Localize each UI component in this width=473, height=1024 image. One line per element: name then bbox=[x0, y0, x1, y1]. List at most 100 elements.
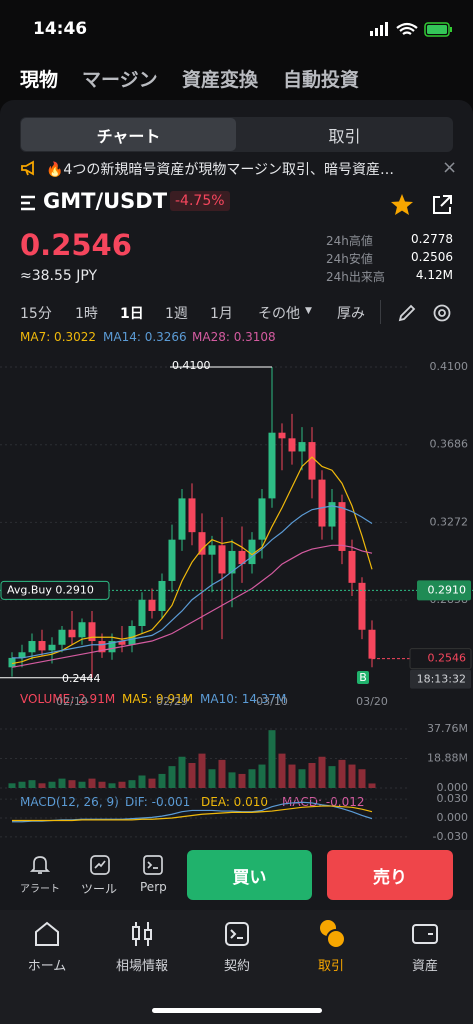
x-tick-label: 03/20 bbox=[356, 695, 388, 708]
action-label[interactable]: ツール bbox=[81, 882, 118, 896]
volume-bar bbox=[118, 781, 126, 788]
candle-body bbox=[298, 442, 306, 452]
volume-bar bbox=[48, 781, 56, 788]
x-tick-label: 02/29 bbox=[156, 695, 188, 708]
candle-body bbox=[198, 532, 206, 555]
candle-body bbox=[8, 657, 16, 668]
nav-label[interactable]: 相場情報 bbox=[115, 959, 168, 974]
sell-button[interactable]: 売り bbox=[327, 850, 453, 900]
last-price-box bbox=[409, 648, 472, 670]
candle-body bbox=[188, 498, 196, 533]
contract-icon[interactable] bbox=[223, 920, 251, 948]
bell-icon[interactable] bbox=[30, 854, 50, 876]
candle-body bbox=[28, 641, 36, 653]
pair-symbol[interactable]: GMT/USDT bbox=[43, 189, 168, 213]
wallet-icon[interactable] bbox=[411, 920, 439, 948]
action-label[interactable]: Perp bbox=[140, 880, 167, 894]
volume-bar bbox=[298, 769, 306, 788]
buy-button[interactable]: 買い bbox=[187, 850, 312, 900]
interval[interactable]: 1日 bbox=[120, 306, 144, 322]
candle-body bbox=[308, 442, 316, 480]
close-icon[interactable]: × bbox=[442, 157, 458, 178]
tab[interactable]: 資産変換 bbox=[182, 69, 259, 91]
candle-body bbox=[228, 550, 236, 574]
last-price-label: 0.2546 bbox=[428, 652, 467, 665]
candle-body bbox=[148, 599, 156, 611]
nav-label[interactable]: ホーム bbox=[27, 959, 67, 974]
legend-entry: MACD(12, 26, 9) bbox=[20, 795, 119, 809]
interval[interactable]: 15分 bbox=[20, 306, 52, 322]
tab[interactable]: マージン bbox=[82, 69, 158, 91]
high-label: 0.4100 bbox=[172, 359, 211, 372]
candle-body bbox=[178, 498, 186, 540]
announcement[interactable]: 🔥4つの新規暗号資産が現物マージン取引、暗号資産… bbox=[46, 162, 395, 178]
nav-label[interactable]: 資産 bbox=[411, 959, 438, 974]
volume-bar bbox=[358, 769, 366, 788]
y-tick-label: 0.030 bbox=[437, 792, 469, 805]
nav-label[interactable]: 契約 bbox=[223, 959, 250, 974]
candle-body bbox=[78, 622, 86, 638]
settings-icon[interactable] bbox=[432, 303, 452, 323]
volume-bar bbox=[218, 759, 226, 788]
star-icon[interactable] bbox=[390, 193, 414, 217]
home-icon[interactable] bbox=[33, 920, 61, 948]
menu-icon[interactable] bbox=[20, 194, 38, 212]
trade-icon[interactable] bbox=[317, 918, 347, 950]
x-tick-label: 03/10 bbox=[256, 695, 288, 708]
volume-bar bbox=[288, 764, 296, 788]
candle-body bbox=[238, 550, 246, 565]
interval[interactable]: 1週 bbox=[165, 306, 188, 322]
y-tick-label: 18.88M bbox=[427, 752, 468, 765]
ma-line bbox=[11, 456, 373, 665]
panel bbox=[0, 100, 473, 910]
candle-body bbox=[358, 582, 366, 630]
candle-body bbox=[318, 479, 326, 527]
candle-body bbox=[138, 599, 146, 627]
avg-buy-box bbox=[0, 580, 110, 600]
candle-body bbox=[168, 539, 176, 581]
candle-body bbox=[288, 438, 296, 452]
segment-tab[interactable]: 取引 bbox=[328, 126, 361, 146]
candle-body bbox=[328, 502, 336, 527]
stat-label: 24h高値 bbox=[326, 234, 373, 248]
interval[interactable]: 厚み bbox=[337, 306, 365, 322]
legend-entry: MA5: 9.91M bbox=[122, 692, 194, 706]
pencil-icon[interactable] bbox=[397, 303, 417, 323]
y-tick-label: 0.3686 bbox=[430, 438, 469, 451]
nav-label[interactable]: 取引 bbox=[317, 959, 344, 974]
interval[interactable]: その他 bbox=[258, 306, 300, 322]
y-tick-label: 0.3272 bbox=[430, 515, 469, 528]
candle-body bbox=[278, 432, 286, 439]
perp-icon[interactable] bbox=[142, 854, 164, 876]
low-label: 0.2444 bbox=[62, 672, 101, 685]
tab[interactable]: 現物 bbox=[20, 69, 59, 91]
interval[interactable]: 1時 bbox=[75, 306, 98, 322]
y-tick-label: -0.030 bbox=[433, 830, 468, 843]
stat-value: 4.12M bbox=[415, 268, 453, 282]
volume-bar bbox=[348, 764, 356, 788]
volume-bar bbox=[148, 778, 156, 788]
share-icon[interactable] bbox=[430, 193, 454, 217]
volume-bar bbox=[238, 773, 246, 788]
volume-bar bbox=[18, 781, 26, 788]
market-icon[interactable] bbox=[128, 920, 156, 948]
candle-body bbox=[108, 641, 116, 653]
candle-body bbox=[48, 644, 56, 651]
macd-line bbox=[12, 801, 373, 823]
tab[interactable]: 自動投資 bbox=[283, 69, 360, 91]
interval[interactable]: 1月 bbox=[210, 306, 233, 322]
avg-buy-label: Avg.Buy 0.2910 bbox=[7, 583, 94, 596]
volume-bar bbox=[198, 753, 206, 788]
volume-bar bbox=[138, 775, 146, 788]
volume-bar bbox=[368, 783, 376, 788]
action-label[interactable]: アラート bbox=[20, 884, 60, 895]
legend-entry: DIF: -0.001 bbox=[125, 795, 191, 809]
segment-tab[interactable]: チャート bbox=[21, 118, 236, 151]
volume-bar bbox=[158, 773, 166, 788]
legend-entry: DEA: 0.010 bbox=[201, 795, 269, 809]
y-tick-label: 37.76M bbox=[427, 722, 468, 735]
buy-marker-box bbox=[357, 671, 369, 684]
volume-bar bbox=[88, 778, 96, 788]
tool-icon[interactable] bbox=[89, 854, 111, 876]
